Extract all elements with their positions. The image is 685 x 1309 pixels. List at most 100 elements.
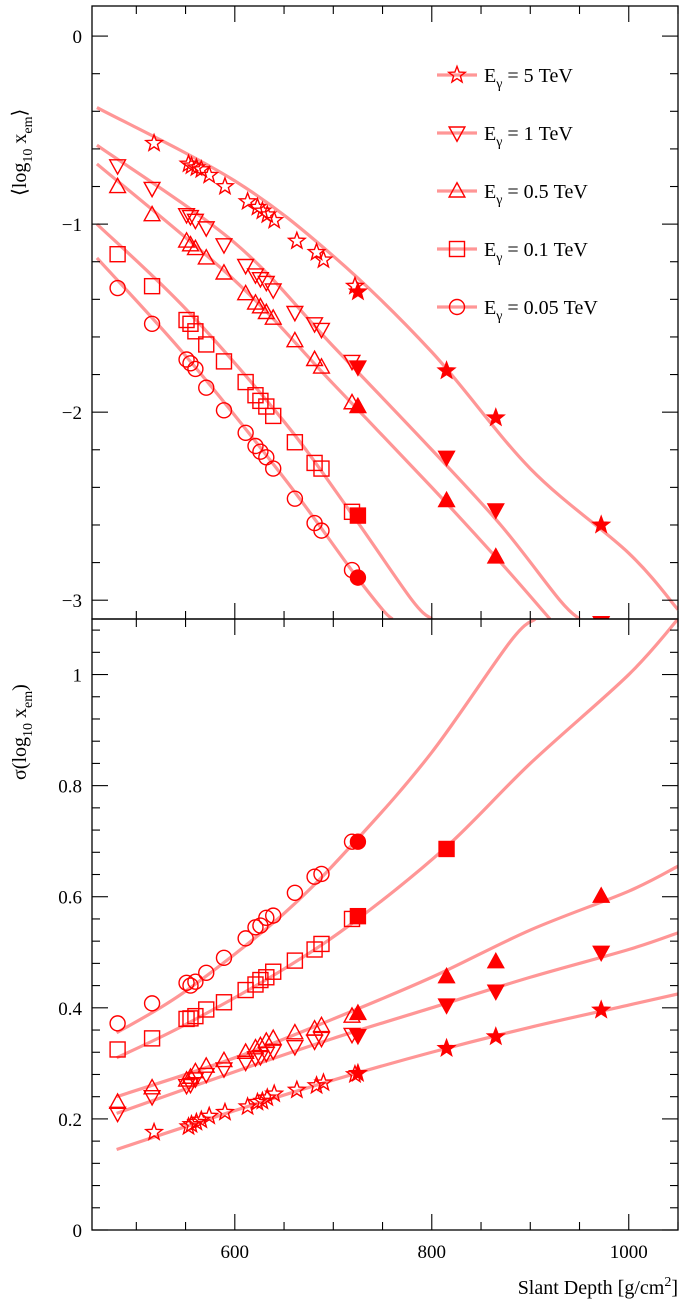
bottom-series-0-open-point-13 [306,868,323,885]
bottom-series-0-open-point-0 [109,1015,126,1032]
top-series-2-open-point-8 [246,293,265,310]
top-y-tick-label: −1 [62,215,82,236]
bottom-series-0-open-point-11 [265,907,282,924]
bottom-series-3-open-point-12 [285,1039,304,1057]
bottom-series-4-open-point-13 [306,1074,327,1095]
top-series-2-filled-point-0 [348,396,367,414]
bottom-series-4-open-point-14 [313,1072,334,1092]
bottom-series-1-open-point-0 [109,1041,126,1058]
top-curve-2 [95,162,552,619]
top-series-4-open-point-11 [265,460,282,477]
legend-marker [447,126,467,143]
legend-marker [448,298,466,316]
top-series-4-open-point-8 [247,437,264,455]
bottom-series-2-open-point-11 [264,1028,283,1046]
bottom-series-1-open-point-12 [286,952,304,969]
bottom-series-0-open-point-6 [215,949,233,967]
top-series-2-open-point-13 [305,349,324,367]
bottom-series-3-open-point-7 [236,1055,255,1072]
bottom-curve-3 [116,931,678,1115]
top-series-2-open-point-4 [186,238,205,256]
bottom-series-2-open-point-1 [143,1078,162,1095]
top-series-0-open-point-13 [306,241,327,261]
top-series-3-open-point-12 [286,434,304,451]
bottom-series-1-open-point-9 [252,971,269,989]
top-series-3-open-point-11 [265,407,282,425]
top-series-0-open-point-12 [286,230,307,250]
top-panel-markers [108,132,612,619]
bottom-series-2-open-point-5 [197,1056,216,1073]
top-series-4-open-point-1 [143,315,161,332]
bottom-panel: 0 0.2 0.4 0.6 0.8 1 600 800 1000 σ(log10 xem) Sl… [9,618,679,1299]
top-series-1-open-point-1 [143,181,162,199]
top-panel: 0 −1 −2 −3 ⟨log10 xem⟩ Eγ = 5 TeV Eγ = 1 TeV… [9,5,679,620]
top-series-1-filled-point-1 [437,450,456,467]
legend-marker [447,181,467,198]
bottom-series-1-filled-point-1 [438,840,455,858]
x-tick-label: 1000 [610,1242,648,1263]
legend-label: Eγ = 0.1 TeV [484,239,588,266]
top-series-0-open-point-7 [237,190,258,211]
top-curve-0 [96,106,678,611]
bottom-series-4-open-point-4 [191,1109,212,1129]
bottom-series-0-open-point-5 [198,964,215,982]
legend-label: Eγ = 1 TeV [484,123,573,150]
bottom-series-3-open-point-1 [143,1089,162,1107]
bottom-frame [91,618,679,1231]
top-series-1-filled-point-2 [486,503,505,520]
bottom-panel-markers [108,833,612,1141]
x-tick-label: 600 [221,1242,250,1263]
top-series-2-open-point-7 [236,283,255,301]
bottom-series-1-open-point-5 [198,1001,215,1018]
top-series-1-open-point-14 [312,322,331,340]
top-series-3-open-point-8 [247,387,264,404]
bottom-y-axis-title: σ(log10 xem) [9,684,36,780]
top-series-3-filled-point-0 [349,507,367,524]
top-series-1-open-point-11 [264,283,283,300]
top-series-3-open-point-5 [198,336,215,353]
bottom-series-3-filled-point-2 [486,984,505,1001]
top-series-1-open-point-5 [197,221,216,238]
top-series-1-open-point-13 [305,317,324,334]
bottom-series-3-filled-point-0 [348,1028,367,1046]
top-series-0-open-point-14 [313,249,334,269]
bottom-y-tick-label: 0 [73,1221,83,1242]
bottom-series-1-open-point-4 [187,1007,204,1025]
bottom-series-4-open-point-6 [214,1101,236,1121]
bottom-series-3-filled-point-1 [437,998,456,1015]
top-series-1-open-point-3 [181,209,200,227]
top-series-2-open-point-12 [285,331,304,348]
top-series-1-filled-point-0 [348,360,367,377]
top-series-4-open-point-0 [109,279,126,297]
bottom-series-0-open-point-14 [313,865,330,883]
top-series-3-open-point-9 [252,392,269,410]
bottom-series-3-open-point-14 [312,1031,331,1049]
top-series-0-filled-point-3 [591,514,612,534]
bottom-series-2-open-point-12 [285,1023,304,1040]
legend-marker [448,240,466,258]
top-series-2-open-point-2 [177,231,196,248]
top-series-2-open-point-9 [251,297,270,314]
top-series-1-open-point-12 [285,305,304,323]
bottom-series-1-open-point-6 [215,994,233,1011]
top-series-2-open-point-0 [108,176,127,194]
top-series-4-open-point-9 [252,443,269,460]
legend-label: Eγ = 0.05 TeV [484,297,598,324]
bottom-series-4-open-point-10 [257,1087,278,1107]
top-series-2-open-point-3 [181,235,200,252]
top-series-4-open-point-3 [182,355,199,372]
bottom-series-1-open-point-14 [313,935,330,953]
top-series-2-open-point-10 [257,302,276,320]
bottom-series-1-open-point-1 [143,1030,161,1047]
bottom-series-4-open-point-5 [199,1105,220,1125]
bottom-series-4-open-point-0 [143,1121,165,1141]
bottom-series-2-filled-point-1 [437,967,456,984]
bottom-series-1-open-point-11 [265,963,282,980]
bottom-series-3-filled-point-3 [592,945,611,962]
bottom-series-0-open-point-2 [178,974,195,992]
bottom-series-0-open-point-10 [258,909,275,927]
top-series-4-open-point-7 [237,424,254,442]
bottom-series-0-open-point-1 [143,995,161,1012]
top-curve-4 [95,256,394,619]
top-series-3-open-point-14 [313,460,330,477]
